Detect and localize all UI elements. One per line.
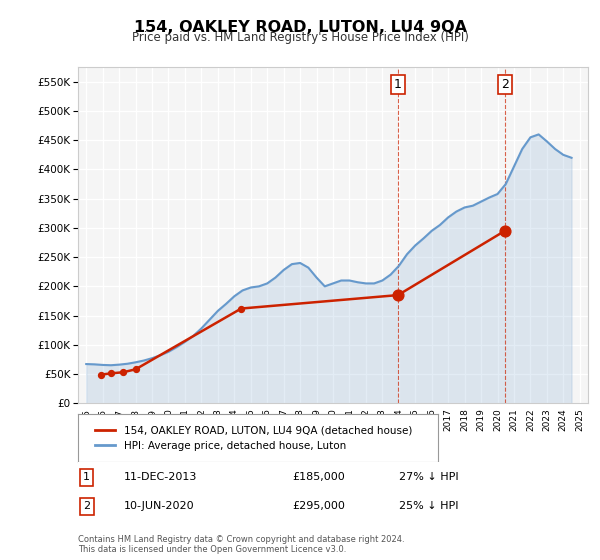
Text: 11-DEC-2013: 11-DEC-2013 — [124, 473, 197, 482]
Point — [236, 304, 246, 313]
Point — [131, 365, 140, 374]
Point — [106, 369, 116, 378]
Text: 2: 2 — [83, 501, 90, 511]
Text: £295,000: £295,000 — [292, 501, 345, 511]
Text: 27% ↓ HPI: 27% ↓ HPI — [400, 473, 459, 482]
Point — [97, 370, 106, 379]
Text: 154, OAKLEY ROAD, LUTON, LU4 9QA: 154, OAKLEY ROAD, LUTON, LU4 9QA — [133, 20, 467, 35]
Point — [393, 291, 403, 300]
Point — [118, 368, 128, 377]
Legend: 154, OAKLEY ROAD, LUTON, LU4 9QA (detached house), HPI: Average price, detached : 154, OAKLEY ROAD, LUTON, LU4 9QA (detach… — [91, 422, 416, 455]
Text: 10-JUN-2020: 10-JUN-2020 — [124, 501, 194, 511]
Point — [500, 226, 510, 235]
Text: 2: 2 — [501, 78, 509, 91]
Text: 1: 1 — [394, 78, 402, 91]
Text: 1: 1 — [83, 473, 90, 482]
Text: £185,000: £185,000 — [292, 473, 345, 482]
Point — [393, 291, 403, 300]
Text: 25% ↓ HPI: 25% ↓ HPI — [400, 501, 459, 511]
Text: Price paid vs. HM Land Registry's House Price Index (HPI): Price paid vs. HM Land Registry's House … — [131, 31, 469, 44]
Point — [500, 226, 510, 235]
Text: Contains HM Land Registry data © Crown copyright and database right 2024.
This d: Contains HM Land Registry data © Crown c… — [78, 535, 404, 554]
